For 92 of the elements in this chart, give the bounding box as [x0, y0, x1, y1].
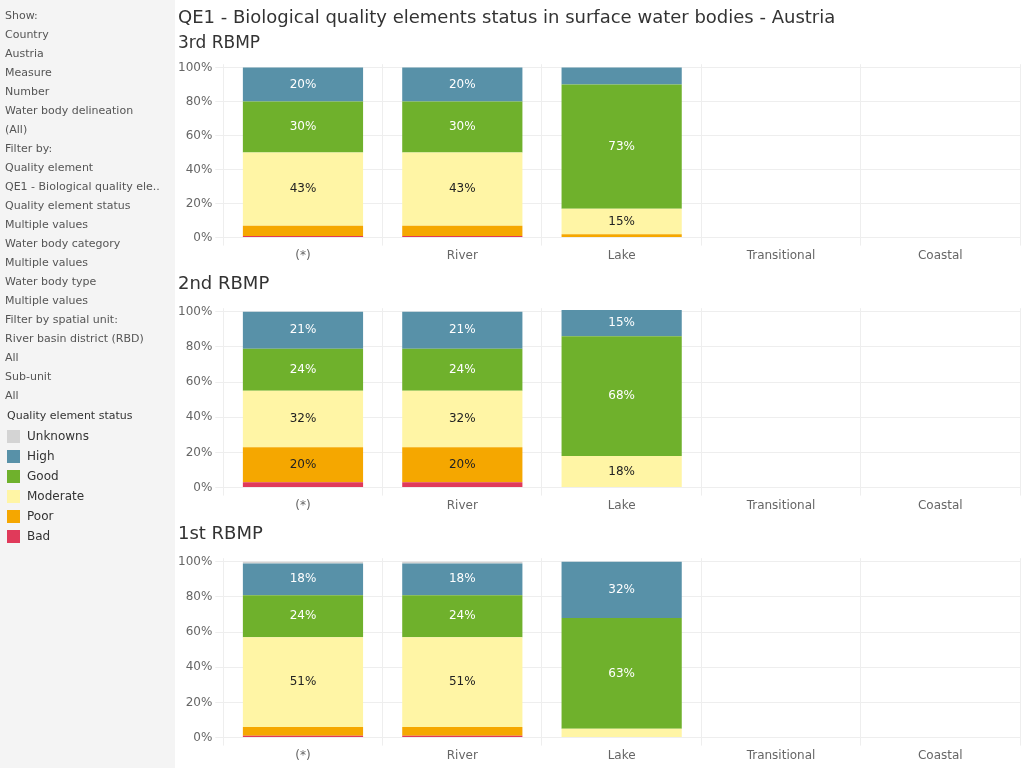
- text: Water body category: [5, 237, 122, 251]
- data-label: 15%: [608, 213, 635, 228]
- data-label: 18%: [448, 571, 476, 586]
- data-label: 73%: [608, 138, 635, 153]
- y-tick-label: 60%: [185, 624, 213, 639]
- text: Number: [5, 85, 51, 99]
- chart-title: 2nd RBMP: [177, 271, 271, 295]
- text: QE1 - Biological quality ele..: [5, 180, 161, 194]
- data-label: 20%: [448, 456, 476, 471]
- data-label: 43%: [289, 181, 317, 196]
- chart-title: QE1 - Biological quality elements status in surface water bodies - Austria: [177, 5, 837, 29]
- text: Country: [5, 28, 50, 42]
- y-tick-label: 0%: [193, 479, 213, 494]
- x-tick-label: (*): [295, 747, 311, 762]
- legend-label: Poor: [26, 508, 55, 525]
- text: All: [5, 389, 20, 403]
- y-tick-label: 60%: [185, 127, 213, 142]
- y-tick-label: 40%: [185, 659, 213, 674]
- data-label: 63%: [608, 665, 635, 680]
- data-label: 24%: [289, 608, 317, 623]
- legend-label: Moderate: [26, 488, 86, 505]
- y-tick-label: 0%: [193, 729, 213, 744]
- legend-label: Bad: [26, 528, 52, 545]
- data-label: 24%: [289, 361, 317, 376]
- y-tick-label: 20%: [185, 694, 213, 709]
- data-label: 18%: [608, 463, 635, 478]
- text: River basin district (RBD): [5, 332, 145, 346]
- data-label: 51%: [289, 674, 317, 689]
- data-label: 15%: [608, 315, 635, 330]
- legend-title: Quality element status: [7, 409, 134, 422]
- legend-label: Good: [26, 468, 60, 485]
- data-label: 21%: [448, 322, 476, 337]
- x-tick-label: Transitional: [745, 497, 816, 512]
- y-tick-label: 80%: [185, 339, 213, 354]
- legend-label: High: [26, 448, 56, 465]
- chart-subtitle: 3rd RBMP: [177, 32, 262, 54]
- text: Measure: [5, 66, 53, 80]
- x-tick-label: Lake: [607, 247, 636, 262]
- data-label: 30%: [289, 119, 317, 134]
- y-tick-label: 60%: [185, 374, 213, 389]
- y-tick-label: 40%: [185, 161, 213, 176]
- x-tick-label: (*): [295, 247, 311, 262]
- text: Quality element status: [5, 199, 132, 213]
- text: Multiple values: [5, 294, 89, 308]
- data-label: 20%: [448, 76, 476, 91]
- text: Sub-unit: [5, 370, 53, 384]
- text: Water body type: [5, 275, 98, 289]
- y-tick-label: 0%: [193, 229, 213, 244]
- data-label: 32%: [289, 411, 317, 426]
- text: Austria: [5, 47, 45, 61]
- x-tick-label: River: [446, 747, 478, 762]
- y-tick-label: 100%: [177, 303, 213, 318]
- y-tick-label: 20%: [185, 444, 213, 459]
- data-label: 30%: [448, 119, 476, 134]
- y-tick-label: 40%: [185, 409, 213, 424]
- data-label: 20%: [289, 76, 317, 91]
- data-label: 24%: [448, 608, 476, 623]
- data-label: 24%: [448, 361, 476, 376]
- data-label: 18%: [289, 571, 317, 586]
- x-tick-label: Coastal: [917, 497, 963, 512]
- y-tick-label: 100%: [177, 553, 213, 568]
- x-tick-label: River: [446, 247, 478, 262]
- text: Filter by:: [5, 142, 54, 156]
- text: Show:: [5, 9, 39, 23]
- x-tick-label: River: [446, 497, 478, 512]
- x-tick-label: Lake: [607, 497, 636, 512]
- data-label: 32%: [448, 411, 476, 426]
- text: All: [5, 351, 20, 365]
- x-tick-label: Coastal: [917, 747, 963, 762]
- data-label: 68%: [608, 388, 635, 403]
- x-tick-label: Lake: [607, 747, 636, 762]
- text: Multiple values: [5, 256, 89, 270]
- data-label: 43%: [448, 181, 476, 196]
- text: Multiple values: [5, 218, 89, 232]
- y-tick-label: 20%: [185, 195, 213, 210]
- text: Water body delineation: [5, 104, 135, 118]
- data-label: 51%: [448, 674, 476, 689]
- x-tick-label: (*): [295, 497, 311, 512]
- legend-label: Unknowns: [26, 428, 90, 445]
- x-tick-label: Coastal: [917, 247, 963, 262]
- text: Filter by spatial unit:: [5, 313, 119, 327]
- data-label: 21%: [289, 322, 317, 337]
- y-tick-label: 80%: [185, 589, 213, 604]
- x-tick-label: Transitional: [745, 747, 816, 762]
- x-tick-label: Transitional: [745, 247, 816, 262]
- data-label: 32%: [608, 581, 635, 596]
- data-label: 20%: [289, 456, 317, 471]
- y-tick-label: 100%: [177, 59, 213, 74]
- text: Quality element: [5, 161, 95, 175]
- chart-title: 1st RBMP: [177, 521, 264, 545]
- y-tick-label: 80%: [185, 93, 213, 108]
- text: (All): [5, 123, 29, 137]
